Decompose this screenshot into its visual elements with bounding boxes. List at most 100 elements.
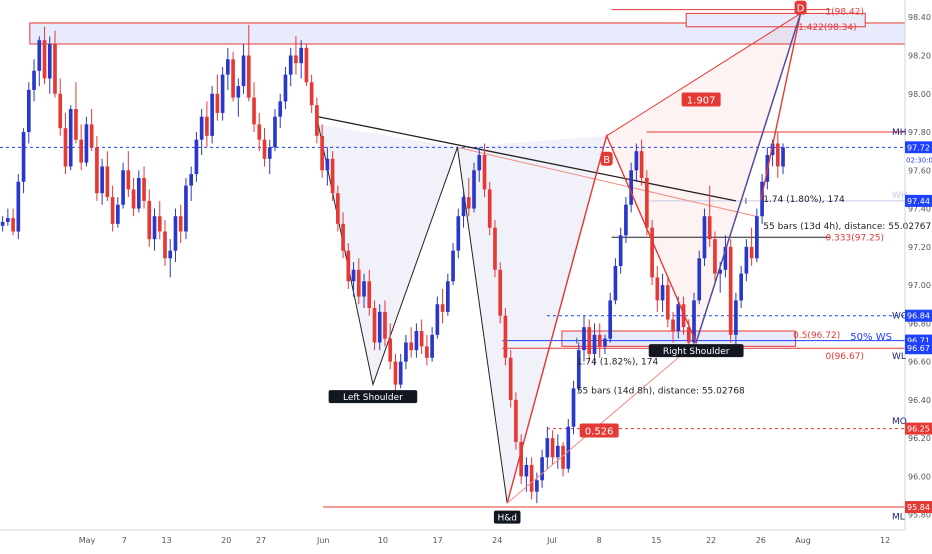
candle-body	[210, 93, 214, 136]
point-label: D	[797, 4, 805, 15]
candle-body	[508, 357, 513, 400]
candle-body	[351, 269, 356, 282]
candle-body	[566, 426, 571, 469]
candle-body	[315, 105, 319, 136]
candle-body	[157, 216, 162, 232]
candle-body	[660, 285, 665, 301]
candle-body	[136, 177, 141, 209]
y-tick-label: 96.20	[908, 434, 931, 443]
candle-body	[760, 181, 764, 217]
pattern-leg	[606, 12, 801, 137]
timer-label: 02:30:0	[906, 156, 932, 164]
point-badge	[794, 0, 807, 15]
trend-line	[457, 146, 756, 217]
price-badge-label: 98.40	[908, 13, 931, 22]
candle-body	[456, 216, 461, 251]
pattern-leg	[506, 342, 697, 504]
candle-body	[582, 327, 586, 351]
candle-body	[393, 361, 398, 385]
candle-body	[624, 204, 628, 236]
candle-body	[79, 139, 84, 163]
candle-body	[535, 480, 539, 492]
price-badge	[905, 501, 932, 514]
trend-line	[318, 116, 737, 202]
ratio-badge	[579, 423, 619, 438]
candle-body	[713, 239, 717, 274]
candle-body	[718, 269, 723, 274]
candle-body	[288, 55, 293, 75]
candle-body	[618, 235, 623, 266]
candle-body	[74, 109, 78, 140]
candle-body	[498, 269, 503, 316]
candle-body	[194, 139, 199, 175]
candle-body	[257, 124, 262, 140]
candle-body	[205, 116, 209, 136]
candle-body	[440, 304, 445, 312]
candle-body	[734, 300, 738, 335]
point-badge	[600, 151, 613, 166]
fib-label: 1(98.42)	[825, 7, 864, 17]
candle-body	[576, 350, 581, 389]
candle-body	[336, 193, 340, 224]
candle-body	[550, 438, 555, 458]
candle-body	[587, 327, 592, 354]
candle-body	[294, 55, 298, 64]
x-tick-label: Jun	[316, 536, 330, 545]
x-tick-label: 12	[880, 536, 890, 545]
candle-body	[100, 166, 104, 194]
candle-body	[529, 464, 534, 492]
y-tick-label: 97.40	[908, 205, 931, 214]
candle-body	[178, 216, 183, 232]
candle-body	[425, 346, 429, 358]
measure-label: 55 bars (14d 8h), distance: 55.02768	[577, 386, 745, 396]
level-label: MH	[892, 128, 907, 138]
candle-body	[0, 221, 5, 226]
x-tick-label: May	[79, 536, 96, 545]
y-tick-label: 98.00	[908, 90, 931, 99]
candle-body	[252, 97, 256, 125]
zone-rect	[685, 12, 866, 28]
annotation-label: Right Shoulder	[663, 347, 730, 357]
fib-label: 0.5(96.72)	[793, 331, 840, 341]
candle-body	[84, 124, 89, 163]
candle-body	[414, 331, 419, 351]
ws-label: 50% WS	[850, 332, 892, 343]
candle-body	[89, 124, 94, 148]
candle-body	[163, 231, 167, 259]
y-tick-label: 96.80	[908, 319, 931, 328]
candle-body	[42, 40, 47, 79]
candle-body	[445, 281, 450, 312]
candle-body	[26, 89, 31, 133]
candle-body	[697, 258, 702, 301]
price-badge	[905, 141, 932, 154]
candle-body	[21, 132, 26, 182]
candle-body	[739, 273, 743, 301]
candle-body	[142, 177, 146, 201]
candle-body	[707, 216, 712, 240]
y-tick-label: 96.00	[908, 472, 931, 481]
candle-body	[231, 59, 235, 98]
candle-body	[514, 399, 518, 442]
candle-body	[362, 281, 366, 297]
candle-body	[461, 197, 466, 217]
candle-body	[702, 216, 707, 259]
candle-body	[262, 139, 267, 159]
candle-body	[561, 445, 565, 469]
candle-body	[16, 181, 21, 232]
candle-body	[184, 185, 188, 232]
pattern-leg	[695, 13, 802, 343]
candle-body	[152, 216, 157, 240]
y-tick-label: 97.80	[908, 128, 931, 137]
candle-body	[451, 250, 455, 282]
candle-body	[6, 218, 10, 222]
candle-body	[665, 285, 670, 320]
candle-body	[404, 342, 408, 362]
fib-label: 0(96.67)	[825, 352, 864, 362]
candle-body	[63, 128, 68, 167]
ratio-badge	[681, 92, 721, 107]
candle-body	[482, 154, 487, 190]
pattern-fill	[318, 124, 458, 385]
